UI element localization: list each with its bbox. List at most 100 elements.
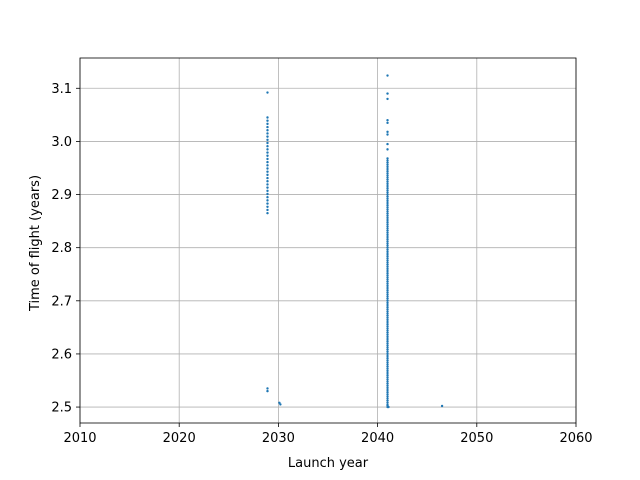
data-point (386, 206, 389, 209)
y-axis-label: Time of flight (years) (28, 175, 43, 312)
data-point (266, 167, 269, 170)
data-point (266, 138, 269, 142)
data-point (386, 299, 389, 303)
data-point (386, 325, 389, 328)
data-point (266, 116, 269, 119)
x-axis-label: Launch year (288, 456, 369, 471)
data-point (386, 176, 389, 179)
data-point (266, 135, 269, 138)
data-point (386, 359, 389, 362)
data-point (386, 363, 389, 366)
data-point (386, 240, 389, 243)
data-point (386, 395, 389, 398)
data-point (386, 380, 389, 383)
data-point (386, 231, 389, 234)
data-point (386, 305, 389, 309)
data-point (386, 322, 389, 326)
data-point (386, 263, 389, 266)
data-point (266, 186, 269, 189)
data-point (386, 303, 389, 307)
data-point (266, 164, 269, 167)
data-point (386, 254, 389, 258)
data-point (386, 169, 389, 173)
data-point (386, 308, 389, 311)
data-point (266, 176, 269, 180)
data-point (386, 314, 389, 317)
data-point (386, 384, 389, 388)
data-point (386, 210, 389, 213)
x-tick-label: 2010 (63, 431, 96, 446)
data-point (266, 189, 269, 193)
data-point (266, 208, 269, 212)
data-point (386, 297, 389, 300)
y-tick-label: 2.9 (51, 188, 72, 203)
data-point (386, 252, 389, 256)
data-point (386, 369, 389, 373)
data-point (386, 382, 389, 385)
grid-lines (79, 58, 577, 423)
data-point (386, 118, 389, 122)
data-point (266, 154, 269, 157)
y-tick-label: 3.1 (51, 82, 72, 97)
data-point (266, 119, 269, 122)
data-point (386, 172, 389, 175)
data-point (386, 342, 389, 345)
data-point (386, 284, 389, 288)
data-point (266, 144, 269, 148)
data-point (386, 180, 389, 183)
data-point (386, 257, 389, 260)
data-point (386, 201, 389, 205)
data-point (266, 183, 269, 186)
data-point (386, 167, 389, 171)
data-point (386, 278, 389, 281)
data-points (266, 74, 444, 409)
data-point (386, 218, 389, 222)
data-point (386, 276, 389, 279)
data-point (386, 244, 389, 247)
data-point (386, 259, 389, 262)
data-point (386, 265, 389, 268)
data-point (386, 310, 389, 313)
data-point (386, 295, 389, 298)
data-point (386, 365, 389, 368)
data-point (266, 129, 269, 132)
data-point (386, 189, 389, 192)
data-point (386, 133, 389, 136)
data-point (386, 348, 389, 351)
data-point (386, 220, 389, 224)
data-point (386, 216, 389, 220)
data-point (266, 211, 269, 215)
data-point (386, 235, 389, 239)
data-point (386, 327, 389, 330)
data-point (386, 130, 389, 134)
data-point (386, 203, 389, 207)
data-point (386, 274, 389, 277)
data-point (386, 393, 389, 396)
x-tick-label: 2060 (559, 431, 592, 446)
data-point (266, 202, 269, 205)
data-point (386, 282, 389, 286)
data-point (386, 193, 389, 196)
data-point (386, 182, 389, 186)
data-point (386, 329, 389, 332)
data-point (386, 148, 389, 151)
data-point (386, 212, 389, 215)
data-point (386, 346, 389, 349)
data-point (266, 192, 269, 196)
data-point (266, 205, 269, 208)
x-axis-ticks: 2010 2020 2030 2040 2050 2060 (63, 423, 593, 446)
x-tick-label: 2050 (460, 431, 493, 446)
data-point (386, 227, 389, 230)
data-point (386, 390, 389, 394)
data-point (386, 121, 389, 125)
data-point (386, 354, 389, 358)
data-point (386, 195, 389, 198)
data-point (386, 225, 389, 228)
data-point (386, 261, 389, 264)
x-tick-label: 2030 (262, 431, 295, 446)
x-tick-label: 2020 (163, 431, 196, 446)
data-point (386, 248, 389, 251)
data-point (266, 132, 269, 135)
y-tick-label: 2.7 (51, 294, 72, 309)
